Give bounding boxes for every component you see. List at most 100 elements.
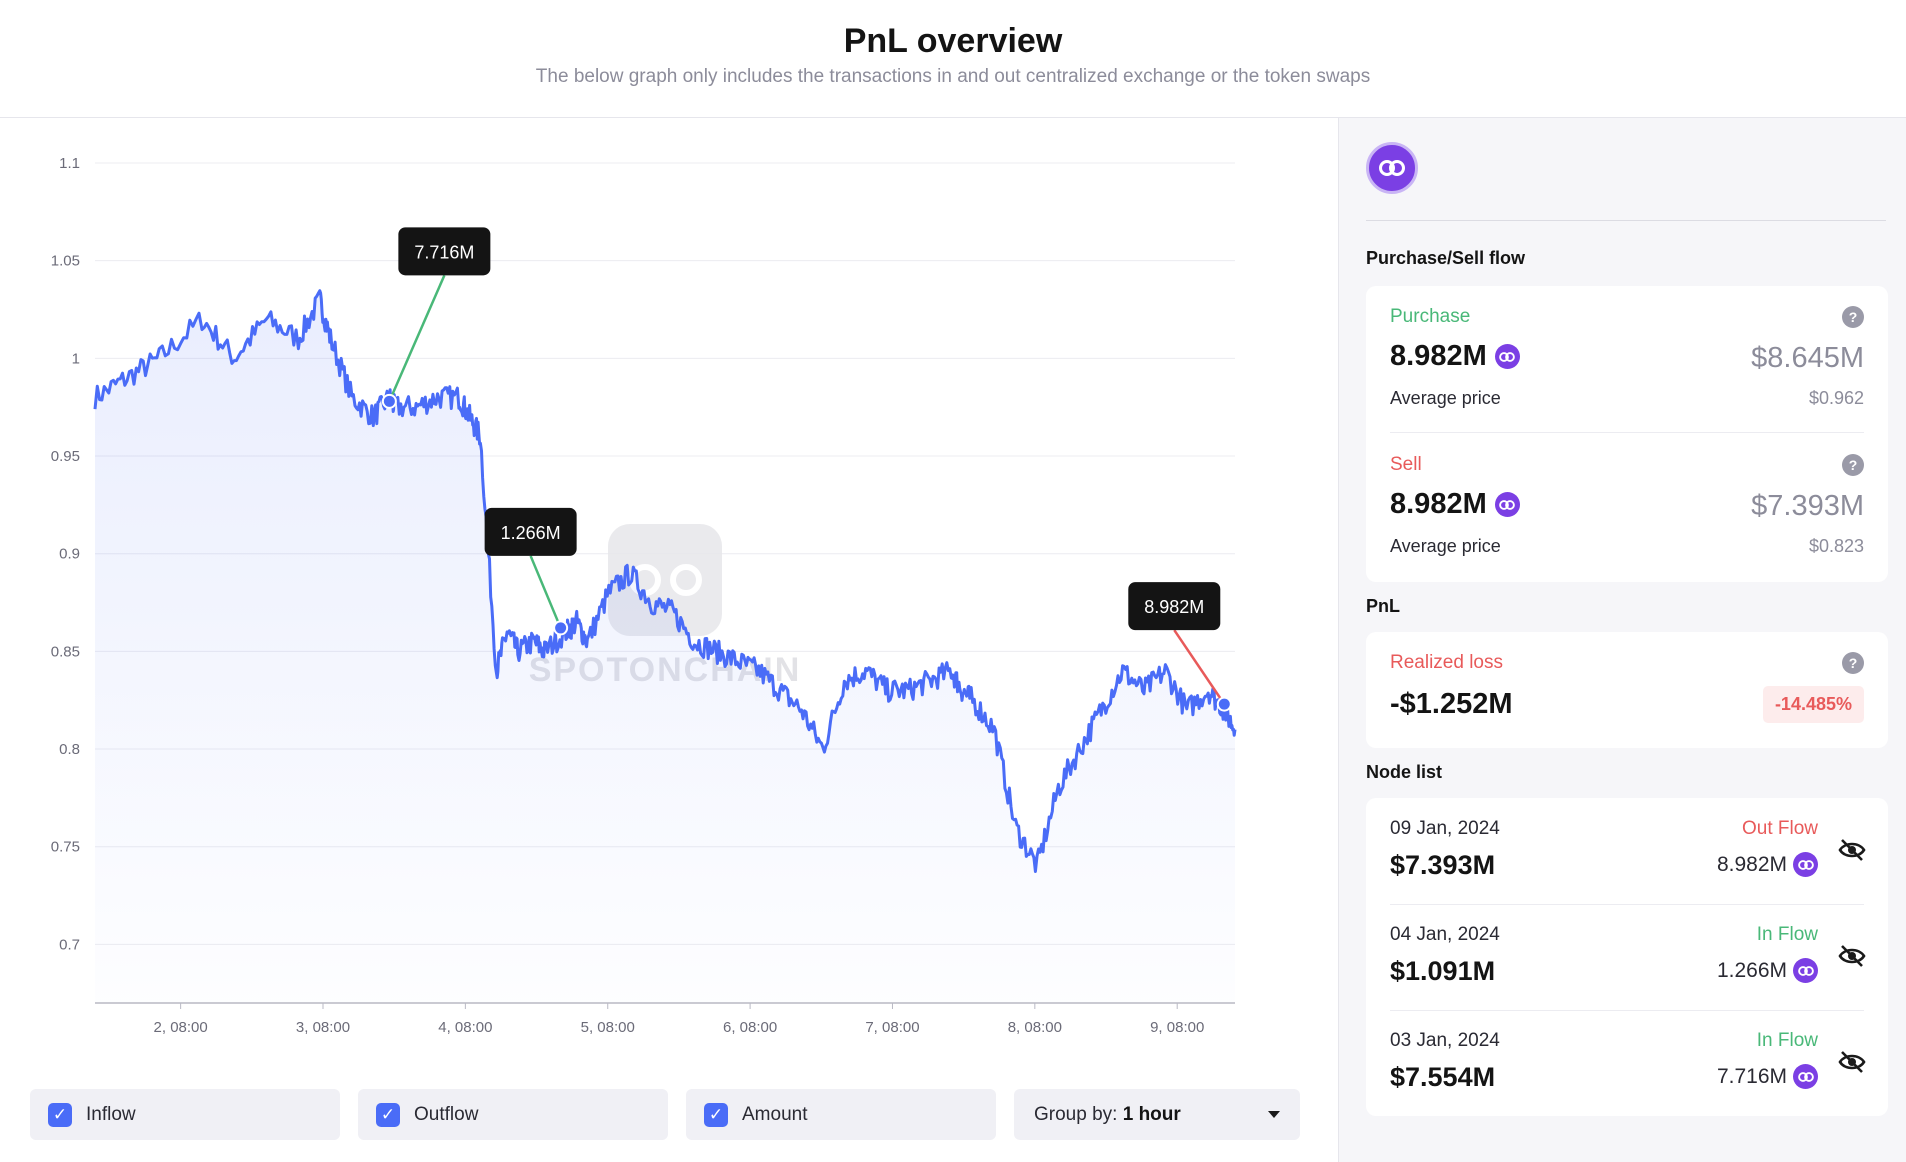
eye-off-icon[interactable] xyxy=(1838,1050,1866,1074)
node-flow-type: Out Flow xyxy=(1741,818,1818,839)
series-line xyxy=(93,289,1237,873)
sell-usd: $7.393M xyxy=(1751,490,1864,522)
node-token-amount: 1.266M xyxy=(1717,958,1818,983)
node-amount-value: 7.716M xyxy=(1716,1064,1787,1088)
node-amount-value: 8.982M xyxy=(1716,852,1787,876)
polygon-matic-icon xyxy=(1793,1064,1818,1089)
outflow-label: Outflow xyxy=(414,1103,479,1125)
caret-down-icon xyxy=(1268,1111,1280,1118)
pnl-title: PnL xyxy=(1366,596,1400,616)
x-tick-label: 7, 08:00 xyxy=(865,1019,919,1036)
question-icon[interactable]: ? xyxy=(1842,652,1864,674)
question-icon[interactable]: ? xyxy=(1842,454,1864,476)
polygon-matic-icon xyxy=(1494,492,1520,517)
sell-label: Sell xyxy=(1390,454,1422,475)
node-amount-value: 1.266M xyxy=(1716,958,1787,982)
node-flow-type: In Flow xyxy=(1756,924,1818,945)
eye-off-icon[interactable] xyxy=(1838,944,1866,968)
polygon-matic-icon xyxy=(1793,852,1818,877)
purchase-avg-value: $0.962 xyxy=(1808,388,1864,408)
y-tick-label: 0.85 xyxy=(51,643,80,660)
purchase-avg-label: Average price xyxy=(1390,388,1501,408)
group-by-dropdown[interactable]: Group by: 1 hour xyxy=(1014,1089,1300,1140)
inflow-toggle[interactable]: ✓ Inflow xyxy=(30,1089,340,1140)
node-token-amount: 7.716M xyxy=(1717,1064,1818,1089)
question-icon[interactable]: ? xyxy=(1842,306,1864,328)
y-tick-label: 0.8 xyxy=(59,741,80,758)
page-header: PnL overview The below graph only includ… xyxy=(0,0,1906,118)
sell-avg-label: Average price xyxy=(1390,536,1501,556)
marker-connector xyxy=(388,274,446,402)
purchase-amount-value: 8.982M xyxy=(1390,340,1487,372)
node-item[interactable]: 03 Jan, 2024 In Flow $7.554M 7.716M xyxy=(1366,1010,1888,1116)
y-tick-label: 0.9 xyxy=(59,546,80,563)
amount-label: Amount xyxy=(742,1103,808,1125)
purchase-sell-card: Purchase ? 8.982M $8.645M Average price … xyxy=(1366,286,1888,582)
node-flow-type: In Flow xyxy=(1756,1030,1818,1051)
node-list-title: Node list xyxy=(1366,762,1443,782)
x-tick-label: 8, 08:00 xyxy=(1008,1019,1062,1036)
marker-connector xyxy=(529,555,562,629)
divider xyxy=(1390,1010,1864,1011)
sell-amount: 8.982M xyxy=(1390,488,1520,521)
x-tick-label: 9, 08:00 xyxy=(1150,1019,1204,1036)
marker-callout xyxy=(484,507,577,556)
x-tick-label: 4, 08:00 xyxy=(438,1019,492,1036)
marker-point xyxy=(553,620,569,636)
x-tick-label: 5, 08:00 xyxy=(581,1019,635,1036)
node-list-card: 09 Jan, 2024 Out Flow $7.393M 8.982M 04 … xyxy=(1366,798,1888,1116)
polygon-matic-icon xyxy=(1366,142,1418,194)
outflow-toggle[interactable]: ✓ Outflow xyxy=(358,1089,668,1140)
purchase-label: Purchase xyxy=(1390,306,1471,327)
group-by-prefix: Group by: xyxy=(1034,1103,1118,1125)
page-subtitle: The below graph only includes the transa… xyxy=(535,66,1371,87)
divider xyxy=(1390,904,1864,905)
node-token-amount: 8.982M xyxy=(1717,852,1818,877)
inflow-label: Inflow xyxy=(86,1103,136,1125)
y-tick-label: 0.95 xyxy=(51,448,80,465)
node-item[interactable]: 04 Jan, 2024 In Flow $1.091M 1.266M xyxy=(1366,904,1888,1010)
node-usd-value: $7.393M xyxy=(1390,850,1496,880)
node-date: 04 Jan, 2024 xyxy=(1390,924,1500,945)
purchase-sell-title: Purchase/Sell flow xyxy=(1366,248,1526,268)
marker-label: 8.982M xyxy=(1144,597,1204,617)
eye-off-icon[interactable] xyxy=(1838,838,1866,862)
y-tick-label: 1.05 xyxy=(51,253,80,270)
check-icon: ✓ xyxy=(48,1102,72,1127)
node-date: 03 Jan, 2024 xyxy=(1390,1030,1500,1051)
x-tick-label: 6, 08:00 xyxy=(723,1019,777,1036)
purchase-usd: $8.645M xyxy=(1751,342,1864,374)
series-area xyxy=(95,290,1235,1003)
divider xyxy=(1366,220,1886,221)
polygon-matic-icon xyxy=(1793,958,1818,983)
axis-layer: 1.1 1.05 1 0.95 0.9 0.85 0.8 0.75 0.7 2, 08:00 3, … xyxy=(51,155,1235,1036)
page-title: PnL overview xyxy=(843,22,1063,60)
node-item[interactable]: 09 Jan, 2024 Out Flow $7.393M 8.982M xyxy=(1366,798,1888,904)
marker-label: 7.716M xyxy=(414,242,474,262)
y-tick-label: 1.1 xyxy=(59,155,80,172)
x-tick-label: 2, 08:00 xyxy=(154,1019,208,1036)
x-tick-label: 3, 08:00 xyxy=(296,1019,350,1036)
sidebar: Purchase/Sell flow Purchase ? 8.982M $8.… xyxy=(1338,118,1906,1162)
purchase-amount: 8.982M xyxy=(1390,340,1520,373)
series-layer xyxy=(93,289,1237,1003)
pnl-percent-badge: -14.485% xyxy=(1762,686,1864,723)
node-usd-value: $1.091M xyxy=(1390,956,1496,986)
group-by-value: 1 hour xyxy=(1122,1103,1181,1125)
y-tick-label: 0.75 xyxy=(51,839,80,856)
marker-callout xyxy=(1128,582,1221,631)
marker-point xyxy=(1216,696,1232,712)
check-icon: ✓ xyxy=(704,1102,728,1127)
pnl-card: Realized loss ? -$1.252M -14.485% xyxy=(1366,632,1888,748)
amount-toggle[interactable]: ✓ Amount xyxy=(686,1089,996,1140)
check-icon: ✓ xyxy=(376,1102,400,1127)
realized-loss-value: -$1.252M xyxy=(1390,688,1513,720)
node-usd-value: $7.554M xyxy=(1390,1062,1496,1092)
y-tick-label: 1 xyxy=(72,350,80,367)
markers-layer: 7.716M 1.266M 8.982M xyxy=(381,227,1232,712)
node-date: 09 Jan, 2024 xyxy=(1390,818,1500,839)
marker-connector xyxy=(1173,629,1226,705)
sell-amount-value: 8.982M xyxy=(1390,488,1487,520)
